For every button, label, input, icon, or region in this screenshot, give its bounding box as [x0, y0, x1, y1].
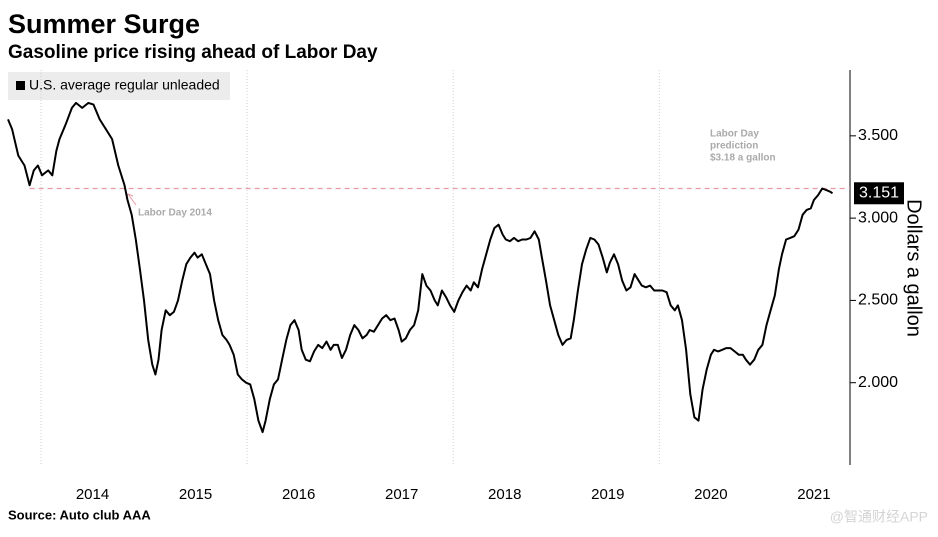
annotation-arrow [127, 193, 137, 206]
chart-subtitle: Gasoline price rising ahead of Labor Day [8, 42, 378, 63]
reference-label: Labor Day [710, 129, 759, 140]
y-tick-label: 2.500 [858, 292, 898, 309]
x-tick-label: 2014 [76, 486, 109, 503]
source: Source: Auto club AAA [8, 507, 151, 522]
x-tick-label: 2015 [179, 486, 212, 503]
last-value-box [854, 182, 904, 205]
chart-title: Summer Surge [8, 9, 200, 39]
y-tick-label: 2.000 [858, 374, 898, 391]
x-tick-label: 2021 [797, 486, 830, 503]
x-tick-label: 2018 [488, 486, 521, 503]
y-tick-label: 3.500 [858, 127, 898, 144]
line [7, 101, 834, 434]
y-axis-label: Dollars a gallon [903, 199, 925, 337]
watermark: @智通财经APP [830, 509, 928, 525]
x-tick-label: 2017 [385, 486, 418, 503]
reference-label: prediction [710, 141, 758, 152]
last-value-label: 3.151 [859, 184, 899, 201]
x-tick-label: 2020 [694, 486, 727, 503]
y-tick-label: 3.000 [858, 209, 898, 226]
x-tick-label: 2019 [591, 486, 624, 503]
x-tick-label: 2016 [282, 486, 315, 503]
annotation: Labor Day 2014 [138, 208, 212, 219]
reference-label: $3.18 a gallon [710, 153, 776, 164]
legend-box [8, 72, 230, 100]
legend-swatch [16, 81, 25, 90]
legend-label: U.S. average regular unleaded [29, 77, 220, 93]
